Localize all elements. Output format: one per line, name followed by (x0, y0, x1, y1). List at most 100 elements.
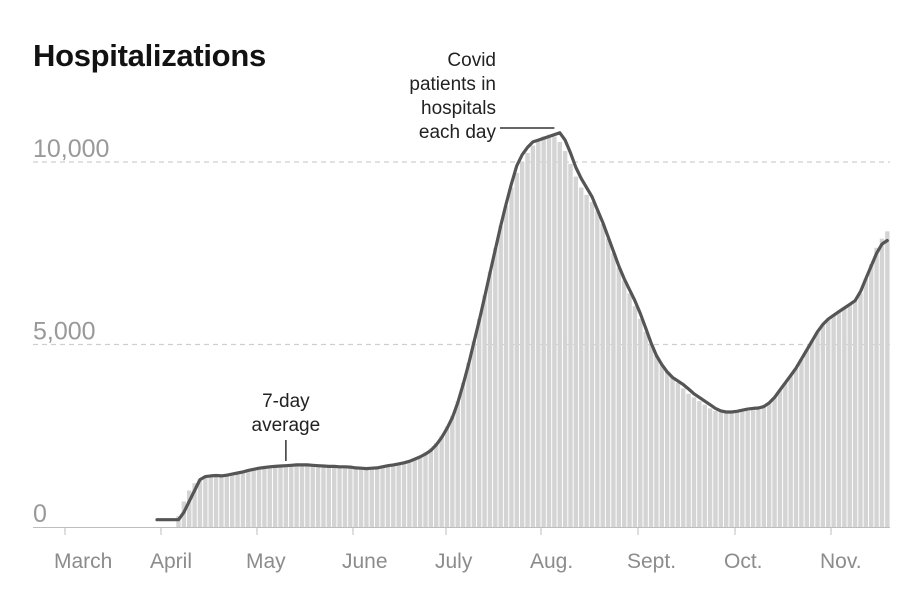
daily-bar (439, 435, 444, 527)
daily-bar (256, 468, 262, 527)
daily-bar (219, 474, 224, 527)
daily-bar (707, 408, 713, 527)
annotation-daily-text: hospitals (421, 98, 496, 119)
daily-bar (777, 390, 783, 527)
daily-bar (611, 253, 616, 527)
daily-bar (208, 475, 213, 527)
daily-bar (793, 368, 799, 527)
daily-bar (691, 397, 697, 527)
daily-bar (460, 382, 466, 527)
daily-bar (493, 247, 498, 527)
daily-bar (267, 466, 272, 527)
daily-bar (251, 468, 256, 527)
y-tick-label: 0 (33, 500, 47, 528)
daily-bar (664, 371, 670, 527)
seven-day-average-line (155, 131, 889, 522)
daily-bar (783, 382, 788, 527)
daily-bar (557, 141, 562, 528)
daily-bar (272, 466, 278, 527)
annotation-daily-text: patients in (409, 74, 496, 95)
daily-bar (863, 278, 869, 527)
daily-bar (326, 466, 332, 527)
daily-bar (847, 304, 852, 527)
daily-bar (294, 464, 299, 527)
daily-bar (444, 426, 450, 527)
daily-bar (852, 300, 858, 527)
daily-bar (632, 306, 638, 527)
daily-bar (600, 224, 605, 528)
daily-bar (756, 409, 761, 527)
daily-bar (374, 467, 380, 527)
daily-bar (552, 136, 557, 527)
daily-bar (423, 452, 428, 527)
daily-bar (471, 340, 477, 527)
daily-bar (434, 443, 439, 527)
daily-bar (869, 264, 874, 527)
daily-bar (734, 412, 740, 527)
daily-bar (659, 364, 664, 527)
daily-bar (187, 490, 192, 527)
daily-bar (342, 466, 348, 527)
daily-bar (240, 471, 246, 527)
daily-bar (358, 468, 364, 527)
daily-bar (466, 362, 471, 527)
daily-bar (546, 134, 552, 527)
daily-bar (686, 393, 691, 527)
annotation-daily-text: Covid (447, 50, 496, 71)
daily-bar (476, 318, 482, 527)
daily-bar (407, 461, 412, 527)
daily-bar (648, 344, 654, 527)
daily-bar (584, 194, 589, 527)
daily-bar (643, 331, 648, 527)
daily-bar (455, 401, 460, 527)
daily-bar (761, 406, 767, 527)
daily-bar (809, 340, 815, 527)
daily-bar (262, 467, 267, 527)
daily-bar (310, 465, 315, 527)
daily-bar (842, 308, 847, 527)
daily-bar (525, 152, 530, 527)
daily-bar (353, 467, 358, 527)
daily-bar (589, 202, 595, 527)
axis-layer: March April May June July Aug. Sept. Oct. Nov. (33, 527, 890, 573)
daily-bar (831, 315, 836, 527)
daily-bar (879, 238, 885, 527)
daily-bar (278, 466, 283, 527)
daily-bar (568, 163, 573, 527)
daily-bar (197, 479, 203, 527)
y-tick-label: 10,000 (33, 135, 109, 163)
daily-bar (562, 151, 568, 528)
daily-bar (396, 463, 401, 527)
daily-bar (337, 466, 342, 527)
daily-bar (229, 473, 235, 527)
grid-layer: 0 5,000 10,000 (33, 135, 890, 528)
daily-bar (380, 466, 385, 527)
daily-bar (487, 271, 493, 527)
daily-bar (836, 311, 842, 527)
daily-bar (885, 231, 890, 527)
daily-bar (724, 412, 729, 527)
daily-bar (321, 466, 326, 527)
daily-bar (799, 359, 804, 527)
daily-bar (498, 225, 503, 527)
daily-bar (616, 267, 622, 527)
daily-bar (772, 397, 777, 527)
daily-bar (654, 355, 659, 527)
daily-bar (740, 411, 745, 527)
daily-bar (246, 470, 251, 527)
annotation-average-text: 7-day (262, 391, 310, 412)
daily-bar (681, 388, 686, 527)
daily-bar (503, 205, 509, 528)
daily-bar (874, 247, 879, 527)
daily-bar (718, 412, 724, 527)
daily-bar (401, 462, 407, 527)
daily-bar (750, 410, 756, 527)
daily-bar (670, 377, 675, 527)
daily-bar (369, 468, 375, 527)
x-tick-label: Sept. (627, 550, 676, 573)
chart-title: Hospitalizations (33, 38, 266, 73)
daily-bar (213, 475, 219, 527)
daily-bar (192, 483, 197, 527)
x-tick-label: March (54, 550, 112, 573)
